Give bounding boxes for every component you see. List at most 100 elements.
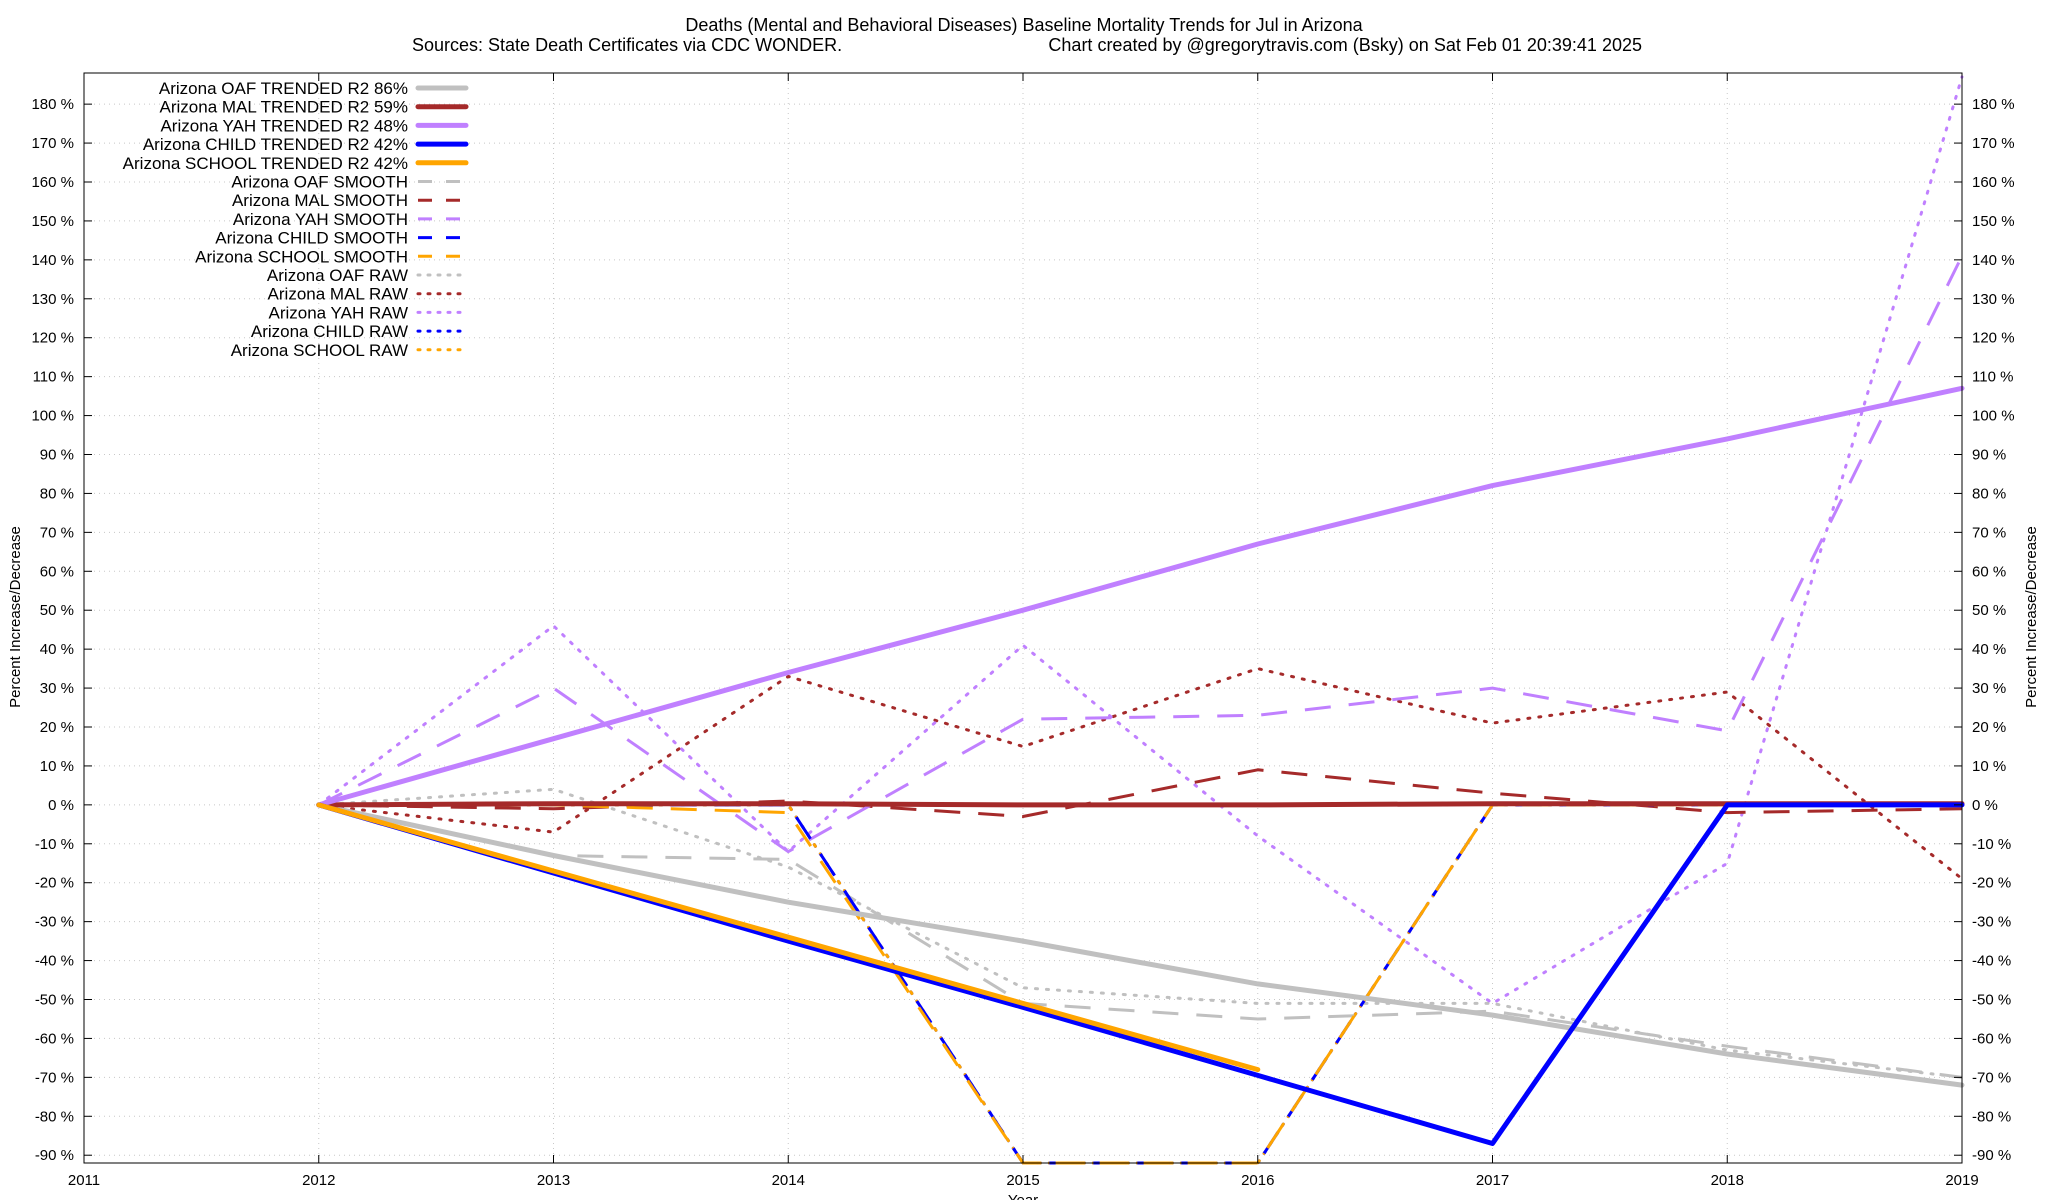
y-tick-label-right: 130 %: [1972, 291, 2015, 308]
legend-label: Arizona CHILD SMOOTH: [215, 229, 408, 248]
y-tick-label-right: 50 %: [1972, 602, 2006, 619]
y-tick-label-right: 70 %: [1972, 524, 2006, 541]
x-tick-label: 2015: [1006, 1172, 1039, 1189]
y-tick-label-right: 180 %: [1972, 96, 2015, 113]
y-tick-label-left: 160 %: [31, 174, 74, 191]
legend: Arizona OAF TRENDED R2 86%Arizona MAL TR…: [123, 79, 469, 360]
x-tick-label: 2018: [1711, 1172, 1744, 1189]
x-tick-label: 2017: [1476, 1172, 1509, 1189]
x-tick-label: 2011: [68, 1172, 100, 1189]
y-tick-label-left: -30 %: [35, 914, 74, 931]
y-tick-label-left: 90 %: [40, 447, 74, 464]
legend-label: Arizona YAH SMOOTH: [233, 210, 408, 229]
y-tick-label-left: -70 %: [35, 1069, 74, 1086]
y-tick-label-right: -30 %: [1972, 914, 2011, 931]
series-line-7: [318, 255, 1964, 854]
y-tick-label-left: 100 %: [31, 408, 74, 425]
y-tick-label-right: -60 %: [1972, 1030, 2011, 1047]
y-tick-label-left: -80 %: [35, 1108, 74, 1125]
y-tick-label-right: -40 %: [1972, 953, 2011, 970]
series-line-6: [318, 768, 1963, 818]
y-tick-label-right: -10 %: [1972, 836, 2011, 853]
chart-title: Deaths (Mental and Behavioral Diseases) …: [685, 15, 1363, 35]
y-tick-label-right: 90 %: [1972, 447, 2006, 464]
y-tick-label-left: 80 %: [40, 485, 74, 502]
x-tick-label: 2012: [302, 1172, 335, 1189]
x-tick-label: 2013: [537, 1172, 570, 1189]
y-axis-label-left: Percent Increase/Decrease: [7, 526, 24, 708]
right-y-axis: -90 % -80 % -70 % -60 % -50 % -40 % -30 % -20 %…: [1954, 96, 2015, 1164]
y-tick-label-right: 110 %: [1972, 369, 2013, 386]
y-tick-label-left: 20 %: [40, 719, 74, 736]
legend-label: Arizona OAF RAW: [267, 266, 408, 285]
y-tick-label-left: 0 %: [48, 797, 74, 814]
legend-label: Arizona MAL SMOOTH: [232, 191, 408, 210]
y-tick-label-right: 160 %: [1972, 174, 2015, 191]
legend-label: Arizona CHILD TRENDED R2 42%: [143, 135, 408, 154]
y-tick-label-left: -10 %: [35, 836, 74, 853]
y-tick-label-left: 10 %: [40, 758, 74, 775]
y-tick-label-left: 70 %: [40, 524, 74, 541]
y-tick-label-left: 140 %: [31, 252, 74, 269]
legend-label: Arizona SCHOOL SMOOTH: [195, 247, 408, 266]
y-tick-label-left: -60 %: [35, 1030, 74, 1047]
y-tick-label-left: -90 %: [35, 1147, 74, 1164]
y-tick-label-left: -40 %: [35, 953, 74, 970]
x-tick-label: 2014: [772, 1172, 805, 1189]
y-tick-label-right: 40 %: [1972, 641, 2006, 658]
chart-subtitle-sources: Sources: State Death Certificates via CD…: [412, 35, 842, 55]
x-tick-label: 2019: [1945, 1172, 1978, 1189]
y-tick-label-left: 40 %: [40, 641, 74, 658]
y-tick-label-right: 60 %: [1972, 563, 2006, 580]
series-line-5: [318, 803, 1963, 1079]
y-tick-label-right: 10 %: [1972, 758, 2006, 775]
y-tick-label-right: -50 %: [1972, 992, 2011, 1009]
legend-label: Arizona YAH TRENDED R2 48%: [160, 116, 408, 135]
legend-label: Arizona OAF SMOOTH: [231, 173, 408, 192]
y-tick-label-right: 120 %: [1972, 330, 2015, 347]
y-tick-label-left: 60 %: [40, 563, 74, 580]
left-y-axis: -90 % -80 % -70 % -60 % -50 % -40 % -30 % -20 %…: [31, 96, 92, 1164]
legend-label: Arizona OAF TRENDED R2 86%: [159, 79, 408, 98]
y-tick-label-right: -70 %: [1972, 1069, 2011, 1086]
y-tick-label-right: 150 %: [1972, 213, 2015, 230]
y-tick-label-left: 110 %: [33, 369, 74, 386]
series-layer: [316, 75, 1965, 1165]
y-tick-label-right: -80 %: [1972, 1108, 2011, 1125]
series-line-2: [316, 385, 1965, 808]
series-line-4: [316, 802, 1261, 1073]
y-tick-label-right: 80 %: [1972, 485, 2006, 502]
legend-label: Arizona SCHOOL TRENDED R2 42%: [123, 154, 408, 173]
x-axis-label: Year: [1008, 1192, 1038, 1200]
legend-label: Arizona CHILD RAW: [251, 322, 408, 341]
y-axis-label-right: Percent Increase/Decrease: [2023, 526, 2040, 708]
y-tick-label-left: 150 %: [31, 213, 74, 230]
legend-label: Arizona MAL TRENDED R2 59%: [160, 98, 408, 117]
y-tick-label-left: 180 %: [31, 96, 74, 113]
x-tick-label: 2016: [1241, 1172, 1274, 1189]
y-tick-label-right: -90 %: [1972, 1147, 2011, 1164]
chart-subtitle-credit: Chart created by @gregorytravis.com (Bsk…: [1048, 35, 1642, 55]
y-tick-label-right: 140 %: [1972, 252, 2015, 269]
y-tick-label-right: 30 %: [1972, 680, 2006, 697]
legend-label: Arizona YAH RAW: [268, 303, 408, 322]
series-line-12: [317, 75, 1964, 1005]
y-tick-label-left: -20 %: [35, 875, 74, 892]
series-line-0: [316, 802, 1965, 1088]
y-tick-label-left: 120 %: [31, 330, 74, 347]
series-line-1: [316, 801, 1965, 808]
y-tick-label-left: 50 %: [40, 602, 74, 619]
x-axis: 2011 2012 2013 2014 2015 2016 2017 2018 2019: [68, 73, 1979, 1189]
legend-label: Arizona SCHOOL RAW: [231, 341, 408, 360]
y-tick-label-right: 20 %: [1972, 719, 2006, 736]
y-tick-label-left: -50 %: [35, 992, 74, 1009]
y-tick-label-left: 130 %: [31, 291, 74, 308]
y-tick-label-left: 170 %: [31, 135, 74, 152]
y-tick-label-left: 30 %: [40, 680, 74, 697]
y-tick-label-right: -20 %: [1972, 875, 2011, 892]
y-tick-label-right: 170 %: [1972, 135, 2015, 152]
legend-label: Arizona MAL RAW: [268, 285, 408, 304]
series-line-11: [317, 667, 1964, 881]
y-tick-label-right: 0 %: [1972, 797, 1998, 814]
